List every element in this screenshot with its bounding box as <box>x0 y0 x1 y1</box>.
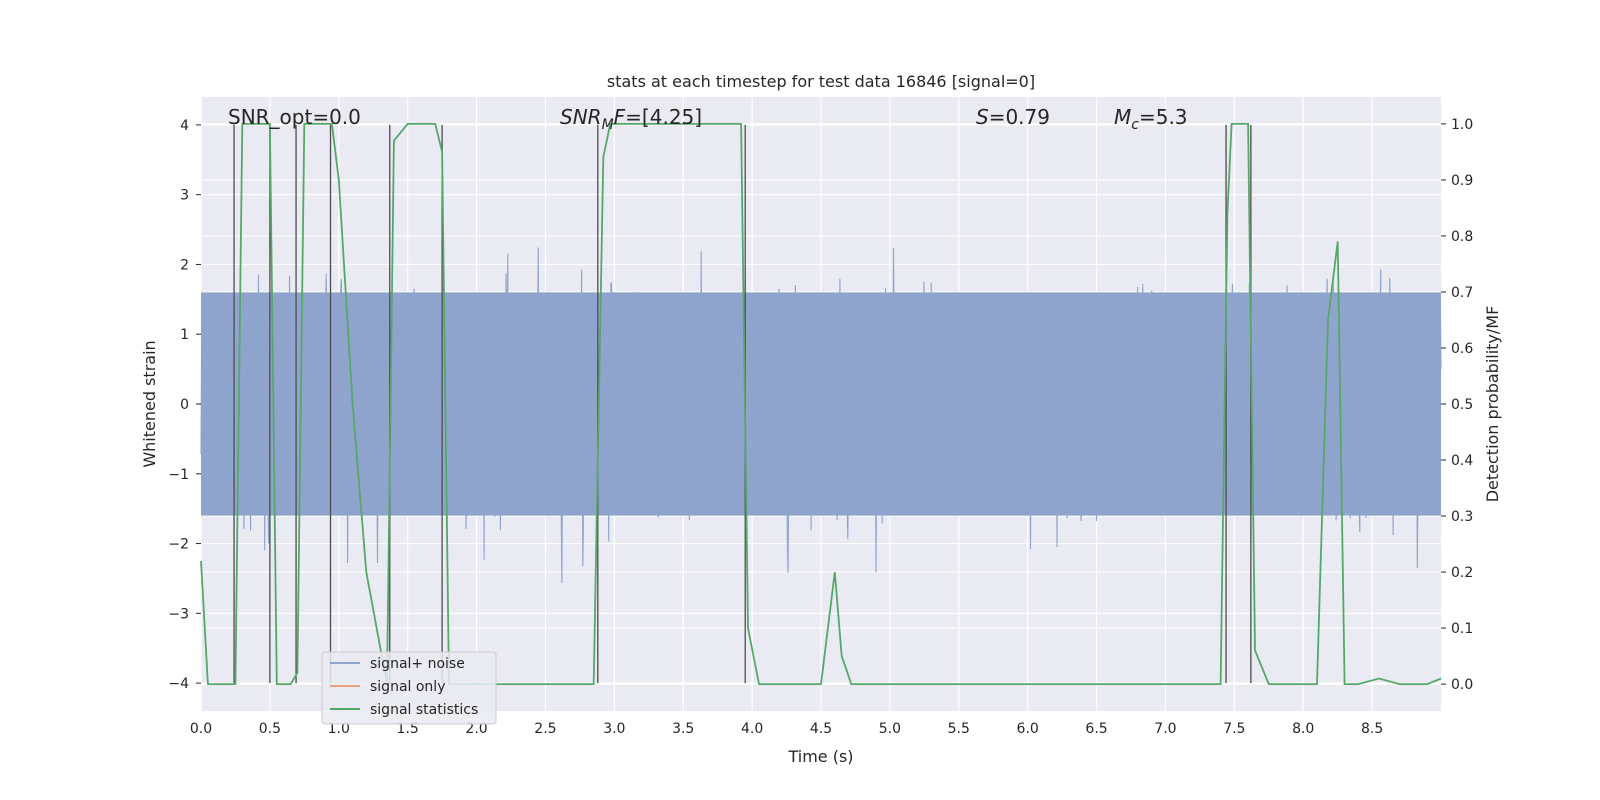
y-tick-label: 2 <box>180 257 189 273</box>
x-tick-label: 4.0 <box>741 721 763 737</box>
x-tick-label: 2.5 <box>534 721 556 737</box>
snr-mf-value: =[4.25] <box>625 105 702 129</box>
mc-annotation: Mc=5.3 <box>1114 105 1188 133</box>
x-tick-label: 2.0 <box>465 721 487 737</box>
y-axis-label: Whitened strain <box>140 340 159 467</box>
legend-label-signal-noise: signal+ noise <box>370 656 465 672</box>
y2-tick-label: 0.3 <box>1451 509 1473 525</box>
x-tick-label: 6.0 <box>1017 721 1039 737</box>
y2-tick-label: 0.6 <box>1451 341 1473 357</box>
y-tick-label: 0 <box>180 397 189 413</box>
stat-layer <box>200 123 1442 685</box>
y2-axis-label: Detection probability/MF <box>1483 306 1502 503</box>
y2-tick-label: 0.1 <box>1451 621 1473 637</box>
x-tick-label: 3.5 <box>672 721 694 737</box>
y-tick-label: 1 <box>180 327 189 343</box>
y-tick-label: −4 <box>168 676 189 692</box>
x-tick-label: 5.5 <box>948 721 970 737</box>
y2-tick-label: 1.0 <box>1451 117 1473 133</box>
x-tick-label: 8.0 <box>1292 721 1314 737</box>
x-tick-label: 0.5 <box>259 721 281 737</box>
x-tick-label: 8.5 <box>1361 721 1383 737</box>
series-signal-noise <box>200 247 1442 584</box>
y2-tick-label: 0.2 <box>1451 565 1473 581</box>
y2-tick-label: 0.4 <box>1451 453 1473 469</box>
x-tick-label: 4.5 <box>810 721 832 737</box>
chart-title: stats at each timestep for test data 168… <box>607 72 1035 91</box>
mc-value: =5.3 <box>1139 105 1188 129</box>
x-tick-label: 7.0 <box>1154 721 1176 737</box>
y-tick-label: −3 <box>168 606 189 622</box>
y2-tick-label: 0.8 <box>1451 229 1473 245</box>
x-tick-label: 0.0 <box>190 721 212 737</box>
x-tick-label: 7.5 <box>1223 721 1245 737</box>
s-annotation: S=0.79 <box>976 105 1050 129</box>
x-axis-label: Time (s) <box>787 747 853 766</box>
legend-box <box>321 651 497 725</box>
series-signal-statistics <box>200 123 1442 685</box>
y-tick-label: −2 <box>168 537 189 553</box>
y-tick-label: 3 <box>180 188 189 204</box>
x-tick-label: 6.5 <box>1085 721 1107 737</box>
y2-tick-label: 0.5 <box>1451 397 1473 413</box>
y-tick-label: 4 <box>180 118 189 134</box>
y2-tick-label: 0.7 <box>1451 285 1473 301</box>
snr-mf-annotation: SNRMF=[4.25] <box>560 105 702 133</box>
legend-label-signal-statistics: signal statistics <box>370 702 478 718</box>
x-tick-label: 5.0 <box>879 721 901 737</box>
x-tick-label: 1.0 <box>328 721 350 737</box>
legend: signal+ noise signal only signal statist… <box>321 651 497 725</box>
ticks-layer: 0.0 0.5 1.0 1.5 2.0 2.5 3.0 3.5 4.0 4.5 5.0 5.5 6.0 6… <box>168 117 1473 737</box>
x-tick-label: 3.0 <box>603 721 625 737</box>
legend-label-signal-only: signal only <box>370 679 445 695</box>
snr-opt-annotation: SNR_opt=0.0 <box>228 105 361 129</box>
noise-layer <box>200 247 1442 584</box>
s-value: =0.79 <box>989 105 1050 129</box>
y2-tick-label: 0.9 <box>1451 173 1473 189</box>
y2-tick-label: 0.0 <box>1451 677 1473 693</box>
x-tick-label: 1.5 <box>397 721 419 737</box>
y-tick-label: −1 <box>168 467 189 483</box>
